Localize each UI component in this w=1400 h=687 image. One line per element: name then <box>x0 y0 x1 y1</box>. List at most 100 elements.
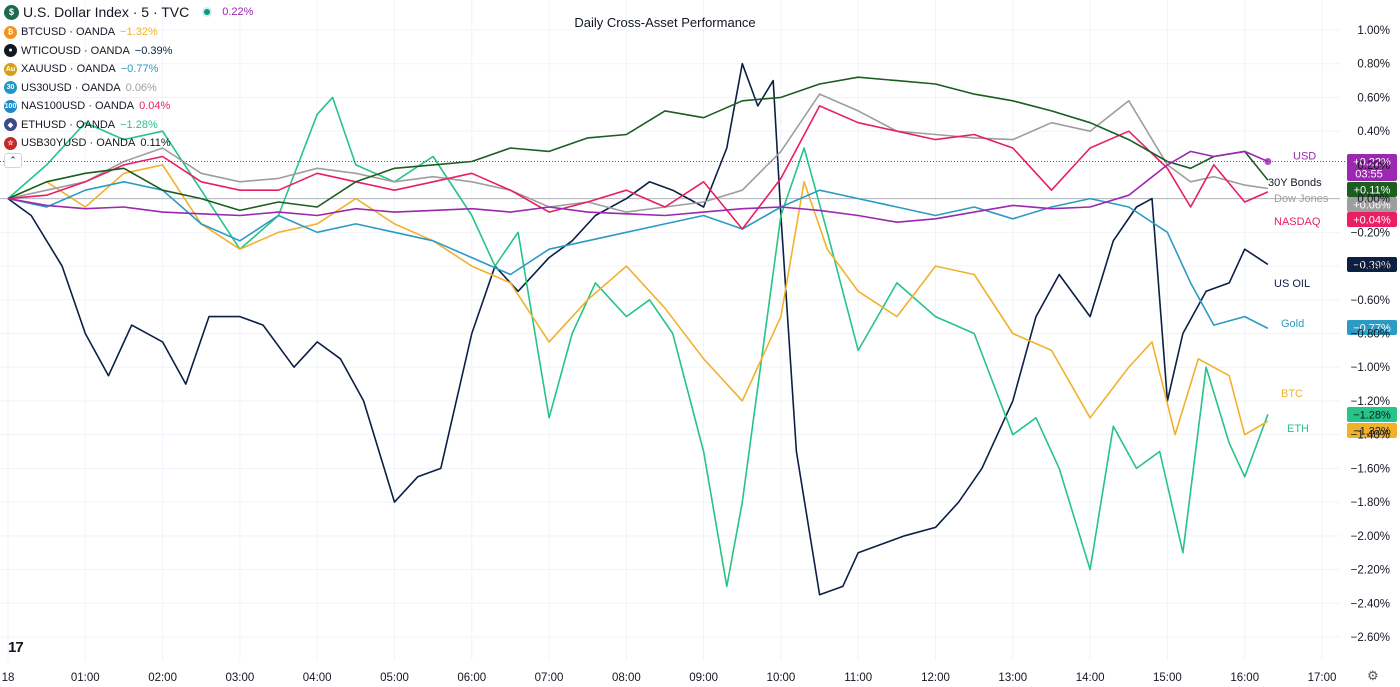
x-tick-label: 02:00 <box>148 672 177 684</box>
price-badge-text: −0.77% <box>1353 323 1391 335</box>
legend-symbol-label: WTICOUSD · OANDA <box>21 44 130 57</box>
price-badge-dow-jones <box>1347 197 1397 212</box>
settings-gear-icon[interactable]: ⚙ <box>1367 668 1379 683</box>
x-tick-label: 15:00 <box>1153 672 1182 684</box>
legend-row[interactable]: ☆ USB30YUSD · OANDA 0.11% <box>4 134 253 153</box>
legend-symbol-label: US30USD · OANDA <box>21 81 121 94</box>
series-label-nasdaq: NASDAQ <box>1274 216 1321 228</box>
legend-row[interactable]: ◆ ETHUSD · OANDA −1.28% <box>4 116 253 135</box>
price-badge-gold <box>1347 320 1397 335</box>
price-badge-text: +0.06% <box>1353 200 1391 212</box>
y-tick-label: 0.80% <box>1357 59 1390 71</box>
legend-symbol-value: −1.32% <box>120 26 158 39</box>
y-tick-label: −2.60% <box>1351 632 1390 644</box>
legend-symbol-label: USB30YUSD · OANDA <box>21 137 136 150</box>
series-line-gold <box>7 181 1269 330</box>
y-tick-label: −1.00% <box>1351 362 1390 374</box>
legend-symbol-value: −0.39% <box>134 44 173 57</box>
series-line-usd <box>7 150 1269 223</box>
series-lines <box>0 62 1345 596</box>
series-label-us-oil: US OIL <box>1274 278 1310 290</box>
series-label-gold: Gold <box>1281 318 1304 330</box>
x-axis: 18 01:00 02:00 03:00 04:00 05:00 06:00 07:00 08:… <box>2 672 1337 684</box>
main-symbol-label: U.S. Dollar Index · 5 · TVC <box>23 4 190 20</box>
y-tick-label: −0.80% <box>1351 329 1390 341</box>
legend: $ U.S. Dollar Index · 5 · TVC 0.22% ₿ BTC… <box>4 4 253 168</box>
legend-symbol-value: 0.04% <box>139 100 171 113</box>
series-line-us-oil <box>7 62 1269 596</box>
x-tick-label: 04:00 <box>303 672 332 684</box>
x-tick-label: 05:00 <box>380 672 409 684</box>
series-label-30y-bonds: 30Y Bonds <box>1268 177 1322 189</box>
tradingview-logo: 17 <box>8 639 24 656</box>
x-tick-label: 17:00 <box>1308 672 1337 684</box>
series-label-btc: BTC <box>1281 388 1303 400</box>
symbol-icon: Au <box>4 62 17 76</box>
symbol-icon: ☆ <box>4 136 17 150</box>
x-tick-label: 09:00 <box>689 672 718 684</box>
legend-row[interactable]: ● WTICOUSD · OANDA −0.39% <box>4 42 253 61</box>
price-badge-text: −1.32% <box>1353 426 1391 438</box>
legend-symbol-label: XAUUSD · OANDA <box>21 63 116 76</box>
price-badges: +0.22%03:55 +0.11% +0.06% +0.04% −0.39% −0.77… <box>1347 154 1397 438</box>
legend-row[interactable]: Au XAUUSD · OANDA −0.77% <box>4 60 253 79</box>
x-tick-label: 13:00 <box>998 672 1027 684</box>
series-label-usd: USD <box>1293 151 1316 163</box>
price-badge-btc <box>1347 423 1397 438</box>
y-tick-label: 0.00% <box>1357 194 1390 206</box>
legend-row[interactable]: 100 NAS100USD · OANDA 0.04% <box>4 97 253 116</box>
series-label-eth: ETH <box>1287 423 1309 435</box>
series-line-nasdaq <box>7 105 1269 230</box>
legend-symbol-value: −1.28% <box>120 118 158 131</box>
y-tick-label: −2.40% <box>1351 598 1390 610</box>
x-tick-label: 16:00 <box>1230 672 1259 684</box>
x-tick-label: 10:00 <box>767 672 796 684</box>
price-badge-usd <box>1347 154 1397 181</box>
y-tick-label: −0.20% <box>1351 227 1390 239</box>
legend-symbol-value: 0.11% <box>140 137 171 150</box>
y-tick-label: −1.20% <box>1351 396 1390 408</box>
collapse-legend-button[interactable]: ⌃ <box>4 152 22 168</box>
legend-row[interactable]: 30 US30USD · OANDA 0.06% <box>4 79 253 98</box>
legend-symbol-label: NAS100USD · OANDA <box>21 100 135 113</box>
y-tick-label: 0.20% <box>1357 160 1390 172</box>
x-tick-label: 03:00 <box>225 672 254 684</box>
market-status-icon <box>202 7 213 17</box>
legend-symbol-label: BTCUSD · OANDA <box>21 26 116 39</box>
y-tick-label: 1.00% <box>1357 25 1390 37</box>
x-tick-label: 01:00 <box>71 672 100 684</box>
price-badge-nasdaq <box>1347 212 1397 227</box>
y-tick-label: −2.00% <box>1351 531 1390 543</box>
price-badge-text: −0.39% <box>1353 260 1391 272</box>
y-tick-label: 0.40% <box>1357 126 1390 138</box>
y-tick-label: −0.60% <box>1351 295 1390 307</box>
series-label-dow-jones: Dow Jones <box>1274 193 1329 205</box>
price-badge-30y-bonds <box>1347 182 1397 197</box>
legend-symbol-label: ETHUSD · OANDA <box>21 118 116 131</box>
y-tick-label: −1.80% <box>1351 497 1390 509</box>
symbol-icon: ● <box>4 44 17 58</box>
y-tick-label: −2.20% <box>1351 565 1390 577</box>
legend-main-row[interactable]: $ U.S. Dollar Index · 5 · TVC 0.22% <box>4 4 253 20</box>
price-badge-text: +0.04% <box>1353 215 1391 227</box>
series-line-btc <box>7 164 1269 436</box>
symbol-icon: ₿ <box>4 25 17 39</box>
countdown-text: 03:55 <box>1355 169 1383 181</box>
y-tick-label: −1.60% <box>1351 463 1390 475</box>
y-tick-label: 0.60% <box>1357 92 1390 104</box>
legend-row[interactable]: ₿ BTCUSD · OANDA −1.32% <box>4 23 253 42</box>
symbol-icon: 100 <box>4 99 17 113</box>
y-axis: 1.00% 0.80% 0.60% 0.40% 0.20% 0.00% −0.20% −0.4… <box>1351 25 1390 644</box>
x-tick-label: 14:00 <box>1076 672 1105 684</box>
legend-rows: ₿ BTCUSD · OANDA −1.32% ● WTICOUSD · OANDA −0… <box>4 23 253 153</box>
chart-title: Daily Cross-Asset Performance <box>574 15 756 30</box>
dollar-icon: $ <box>4 4 19 20</box>
price-badge-text: +0.11% <box>1354 185 1391 197</box>
series-line-30y-bonds <box>7 76 1269 212</box>
price-badge-text: −1.28% <box>1353 410 1391 422</box>
x-tick-label: 06:00 <box>457 672 486 684</box>
x-tick-label: 07:00 <box>535 672 564 684</box>
series-line-eth <box>7 96 1269 588</box>
price-badge-eth <box>1347 407 1397 422</box>
